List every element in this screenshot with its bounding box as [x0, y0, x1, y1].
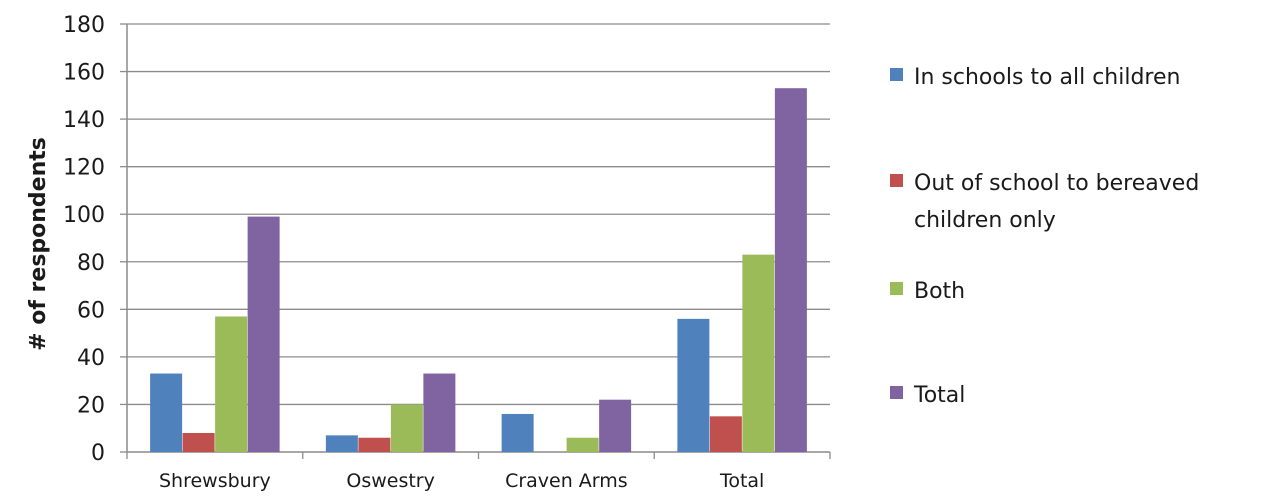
legend-swatch — [890, 174, 903, 187]
legend-item: Both — [890, 279, 965, 304]
legend-swatch — [890, 282, 903, 295]
legend-item: Total — [890, 383, 965, 408]
bar — [709, 416, 742, 452]
bar — [501, 413, 534, 452]
bar — [358, 437, 391, 452]
y-tick-label: 180 — [63, 13, 105, 38]
bar — [215, 316, 248, 452]
bar — [325, 435, 358, 452]
bar — [390, 404, 423, 452]
bar — [742, 254, 775, 452]
y-tick-label: 60 — [77, 298, 105, 323]
x-tick-label: Oswestry — [346, 470, 435, 492]
legend-label: Both — [914, 279, 965, 304]
y-tick-label: 40 — [77, 346, 105, 371]
legend-swatch — [890, 386, 903, 399]
bar — [566, 437, 599, 452]
legend-swatch — [890, 68, 903, 81]
bar — [182, 432, 215, 452]
y-axis-title: # of respondents — [26, 137, 51, 351]
bar — [599, 399, 632, 452]
y-tick-label: 120 — [63, 156, 105, 181]
y-tick-label: 100 — [63, 203, 105, 228]
x-tick-label: Shrewsbury — [159, 470, 271, 492]
legend-label: Out of school to bereaved — [914, 171, 1199, 196]
bar — [677, 318, 710, 452]
bar — [423, 373, 456, 452]
bar — [774, 88, 807, 452]
bar — [150, 373, 183, 452]
legend-label: Total — [913, 383, 965, 408]
legend-label: children only — [914, 208, 1056, 233]
y-tick-label: 20 — [77, 393, 105, 418]
axis-labels: 0 20 40 60 80 100 120 140 160 180 Shrewsbury Oswest… — [63, 13, 764, 492]
x-tick-label: Craven Arms — [505, 470, 628, 492]
x-tick-label: Total — [719, 470, 764, 492]
legend: In schools to all children Out of school … — [890, 65, 1199, 408]
bars — [150, 88, 807, 452]
y-tick-label: 80 — [77, 251, 105, 276]
bar — [247, 216, 280, 452]
y-tick-label: 140 — [63, 108, 105, 133]
y-tick-label: 160 — [63, 61, 105, 86]
y-tick-label: 0 — [91, 441, 105, 466]
legend-item: Out of school to bereaved children only — [890, 171, 1199, 233]
legend-label: In schools to all children — [914, 65, 1180, 90]
legend-item: In schools to all children — [890, 65, 1180, 90]
